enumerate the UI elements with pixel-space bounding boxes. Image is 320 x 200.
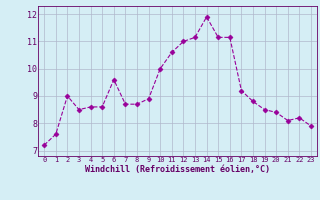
- X-axis label: Windchill (Refroidissement éolien,°C): Windchill (Refroidissement éolien,°C): [85, 165, 270, 174]
